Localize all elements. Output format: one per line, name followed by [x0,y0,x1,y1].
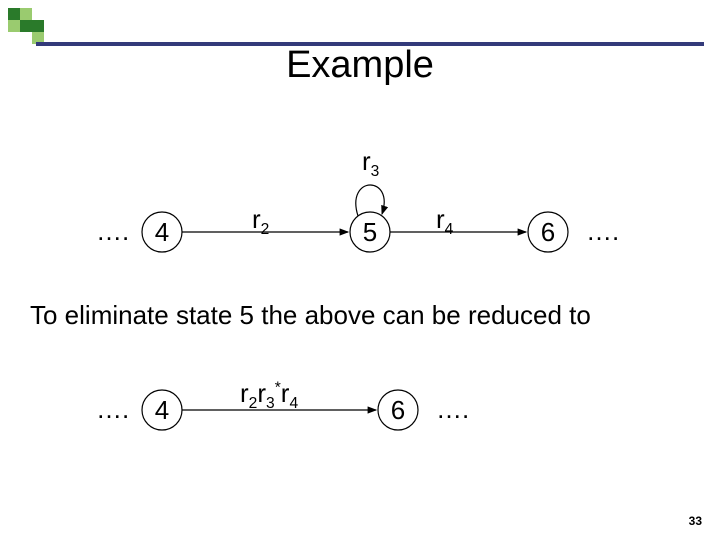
dots-right-2: …. [436,394,469,425]
edge-r2r3r4-label: r2r3*r4 [240,378,298,413]
page-number: 33 [689,514,702,528]
d2-node-4-label: 4 [155,395,169,425]
diagram-2: 4 6 [0,0,720,540]
d2-node-6-label: 6 [391,395,405,425]
dots-left-2: …. [96,394,129,425]
